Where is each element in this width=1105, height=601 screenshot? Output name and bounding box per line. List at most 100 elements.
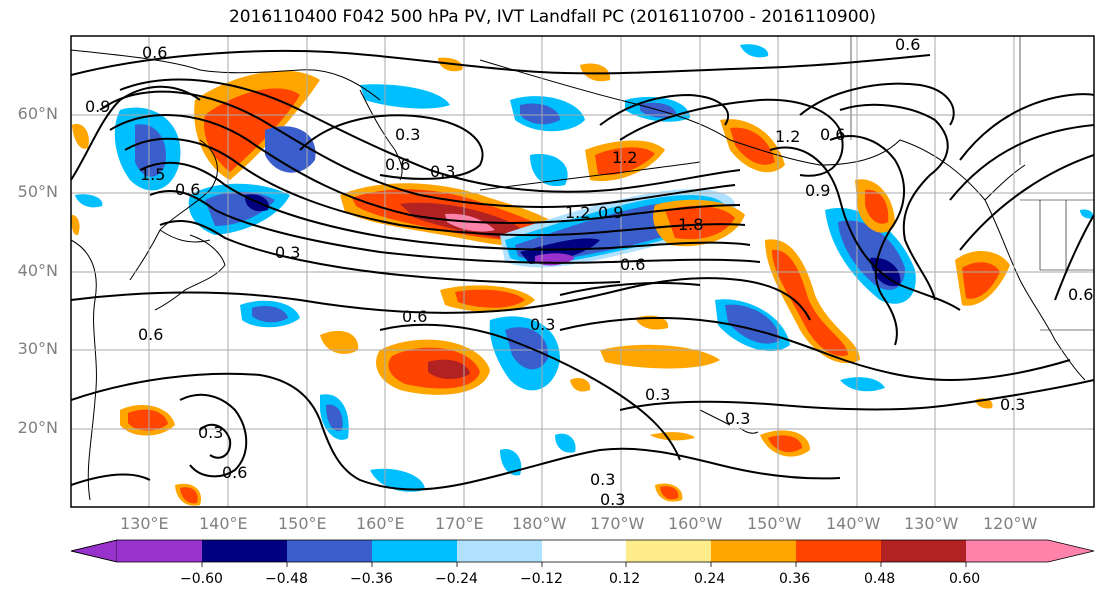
contour-line (799, 82, 955, 126)
contour-label: 1.2 (775, 127, 800, 146)
contour-line (619, 98, 844, 177)
lat-label-30n: 30°N (17, 339, 58, 358)
contour-label: 0.9 (805, 181, 830, 200)
contour-line (959, 93, 1094, 161)
map-frame (70, 35, 1095, 508)
shade-red (772, 249, 848, 356)
contour-label: 0.6 (820, 125, 845, 144)
coastline-japan (154, 234, 226, 311)
lon-label-170e: 170°E (435, 514, 484, 533)
contour-label: 0.3 (530, 315, 555, 334)
contour-label: 0.3 (1000, 395, 1025, 414)
colorbar-segment (287, 540, 372, 562)
lon-label-150w: 150°W (747, 514, 802, 533)
colorbar-tick-label: 0.12 (609, 571, 641, 587)
coastline-asia (71, 49, 381, 501)
contour-line (379, 323, 681, 461)
contour-line (159, 220, 621, 285)
lat-label-40n: 40°N (17, 261, 58, 280)
lon-label-170w: 170°W (590, 514, 645, 533)
contour-line (599, 93, 730, 126)
shade-red (128, 409, 168, 431)
lon-label-150e: 150°E (278, 514, 327, 533)
colorbar-tick-label: 0.48 (864, 571, 896, 587)
colorbar-tick-label: 0.24 (694, 571, 726, 587)
state-borders (850, 36, 1094, 331)
contour-label: 0.3 (198, 423, 223, 442)
contour-line (769, 146, 961, 311)
colorbar-tick-label: −0.12 (520, 571, 563, 587)
shade-blue (75, 194, 103, 208)
colorbar-outline (70, 539, 1095, 563)
shade-blue (360, 84, 450, 109)
contour-label: 0.6 (385, 155, 410, 174)
lon-label-120w: 120°W (983, 514, 1038, 533)
contour-label: 0.6 (142, 43, 167, 62)
shade-med-blue (520, 103, 560, 125)
contour-line (839, 103, 949, 301)
contour-label: 0.3 (395, 125, 420, 144)
coastline-alaska (479, 59, 1021, 281)
shade-blue (840, 377, 885, 392)
lon-label-140w: 140°W (826, 514, 881, 533)
contour-line (149, 190, 761, 264)
colorbar-extend-left (70, 539, 118, 563)
contour-label: 0.6 (620, 255, 645, 274)
coastline-kamchatka (359, 89, 403, 181)
colorbar-tick-label: −0.24 (435, 571, 478, 587)
contour-line (71, 473, 151, 486)
contour-line (139, 161, 751, 251)
contour-line (71, 277, 811, 321)
contour-line (1054, 214, 1094, 301)
colorbar-segment (711, 540, 796, 562)
contour-label: 1.5 (140, 165, 165, 184)
colorbar-segment (542, 540, 626, 562)
lon-label-160e: 160°E (356, 514, 405, 533)
colorbar-tick-label: 0.60 (949, 571, 981, 587)
contour-line (179, 393, 248, 478)
contour-labels: 0.6 0.6 0.9 0.9 0.6 0.3 1.2 1.2 0.6 0.9 … (85, 36, 1093, 507)
shade-med-blue (265, 126, 316, 173)
contour-label: 0.3 (275, 243, 300, 262)
shade-red (962, 262, 1000, 299)
shade-orange (600, 344, 720, 369)
shade-blue (740, 44, 769, 58)
contour-label: 0.3 (725, 409, 750, 428)
contour-line (299, 114, 484, 180)
shade-red (865, 189, 889, 224)
contour-label: 0.3 (430, 162, 455, 181)
contour-label: 0.9 (85, 97, 110, 116)
colorbar-extend-right (966, 540, 1094, 562)
colorbar-segment (372, 540, 457, 562)
shade-blue (555, 433, 576, 453)
shade-red (180, 487, 198, 504)
contour-label: 1.8 (678, 215, 703, 234)
coastline-aleutians (479, 161, 701, 191)
shade-med-blue (505, 327, 549, 370)
shade-orange (71, 214, 80, 236)
map-title: 2016110400 F042 500 hPa PV, IVT Landfall… (228, 7, 876, 27)
contour-label: 0.6 (222, 463, 247, 482)
contour-label: 0.3 (645, 385, 670, 404)
shade-red (730, 127, 775, 165)
colorbar-segment (626, 540, 711, 562)
shade-dark-red (428, 359, 470, 380)
shade-blue (500, 449, 522, 476)
colorbar-tick-label: −0.60 (180, 571, 223, 587)
lat-label-50n: 50°N (17, 182, 58, 201)
shade-med-blue (252, 306, 288, 323)
shade-red (768, 435, 802, 453)
colorbar-tick-label: −0.36 (350, 571, 393, 587)
contour-line (949, 124, 1094, 201)
contour-line (124, 137, 746, 237)
shade-red (595, 147, 655, 176)
shade-blue (370, 468, 425, 492)
colorbar-tick-label: −0.48 (265, 571, 308, 587)
lon-label-130e: 130°E (120, 514, 169, 533)
contour-label: 0.9 (598, 203, 623, 222)
lon-label-160w: 160°W (668, 514, 723, 533)
contour-line (109, 114, 741, 224)
shade-orange (320, 330, 359, 354)
contour-label: 0.6 (402, 307, 427, 326)
